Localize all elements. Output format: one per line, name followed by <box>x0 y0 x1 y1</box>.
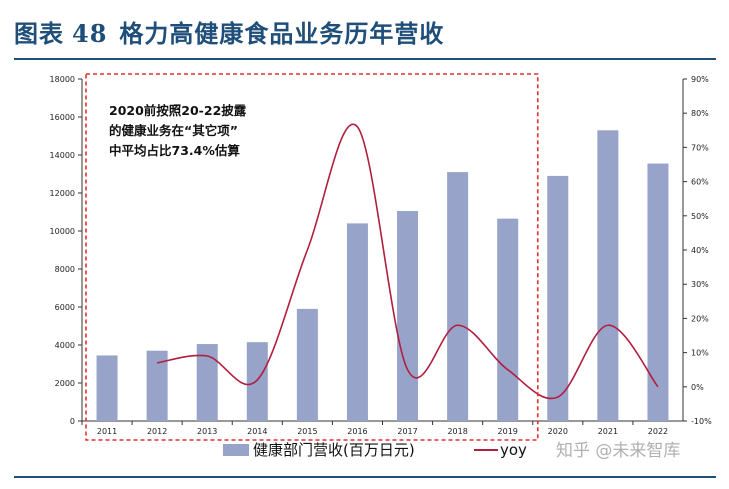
left-tick-label: 6000 <box>55 303 75 312</box>
left-tick-label: 0 <box>70 417 75 426</box>
title-number: 48 <box>72 19 108 48</box>
revenue-bar <box>146 350 168 421</box>
estimate-box <box>85 73 539 441</box>
revenue-bar <box>497 218 519 421</box>
x-tick-label: 2014 <box>247 427 267 436</box>
revenue-bar <box>196 344 218 421</box>
right-tick-label: 20% <box>691 314 709 323</box>
x-tick-label: 2021 <box>598 427 618 436</box>
watermark-text: 知乎 @未来智库 <box>556 441 680 461</box>
estimate-note: 中平均占比73.4%估算 <box>109 143 240 158</box>
right-tick-label: 10% <box>691 349 709 358</box>
right-tick-label: 30% <box>691 280 709 289</box>
x-tick-label: 2022 <box>648 427 668 436</box>
left-tick-label: 2000 <box>55 379 75 388</box>
revenue-bar <box>96 355 118 421</box>
right-tick-label: 40% <box>691 246 709 255</box>
x-tick-label: 2018 <box>447 427 467 436</box>
right-tick-label: 70% <box>691 143 709 152</box>
x-tick-label: 2011 <box>97 427 117 436</box>
left-tick-label: 14000 <box>50 151 75 160</box>
right-tick-label: 50% <box>691 212 709 221</box>
yoy-line <box>156 123 659 400</box>
revenue-bar <box>647 163 669 422</box>
x-tick-label: 2012 <box>147 427 167 436</box>
chart-title: 图表 48 格力高健康食品业务历年营收 <box>14 14 444 49</box>
revenue-bar <box>597 130 619 422</box>
right-tick-label: -10% <box>691 417 712 426</box>
legend-bar-swatch <box>223 444 249 456</box>
left-tick-label: 16000 <box>50 113 75 122</box>
right-tick-label: 80% <box>691 109 709 118</box>
revenue-bar <box>296 308 318 421</box>
revenue-bar <box>447 172 469 421</box>
x-tick-label: 2015 <box>297 427 317 436</box>
left-tick-label: 8000 <box>55 265 75 274</box>
title-prefix: 图表 <box>14 19 64 48</box>
legend-line-label: yoy <box>500 441 527 459</box>
left-tick-label: 12000 <box>50 189 75 198</box>
title-rule <box>14 58 716 60</box>
estimate-note: 2020前按照20-22披露 <box>109 103 247 118</box>
right-tick-label: 60% <box>691 178 709 187</box>
revenue-bar <box>346 223 368 421</box>
x-tick-label: 2020 <box>548 427 568 436</box>
x-tick-label: 2019 <box>498 427 518 436</box>
x-tick-label: 2017 <box>397 427 417 436</box>
legend-bar-label: 健康部门营收(百万日元) <box>253 441 415 459</box>
title-text: 格力高健康食品业务历年营收 <box>119 19 445 48</box>
bottom-rule <box>14 476 716 478</box>
revenue-bar <box>547 175 569 421</box>
x-tick-label: 2016 <box>347 427 367 436</box>
right-tick-label: 0% <box>691 383 704 392</box>
estimate-note: 的健康业务在“其它项” <box>109 123 238 138</box>
left-tick-label: 10000 <box>50 227 75 236</box>
left-tick-label: 18000 <box>50 75 75 84</box>
revenue-bar <box>246 342 268 421</box>
left-tick-label: 4000 <box>55 341 75 350</box>
x-tick-label: 2013 <box>197 427 217 436</box>
right-tick-label: 90% <box>691 75 709 84</box>
revenue-bar <box>397 211 419 421</box>
